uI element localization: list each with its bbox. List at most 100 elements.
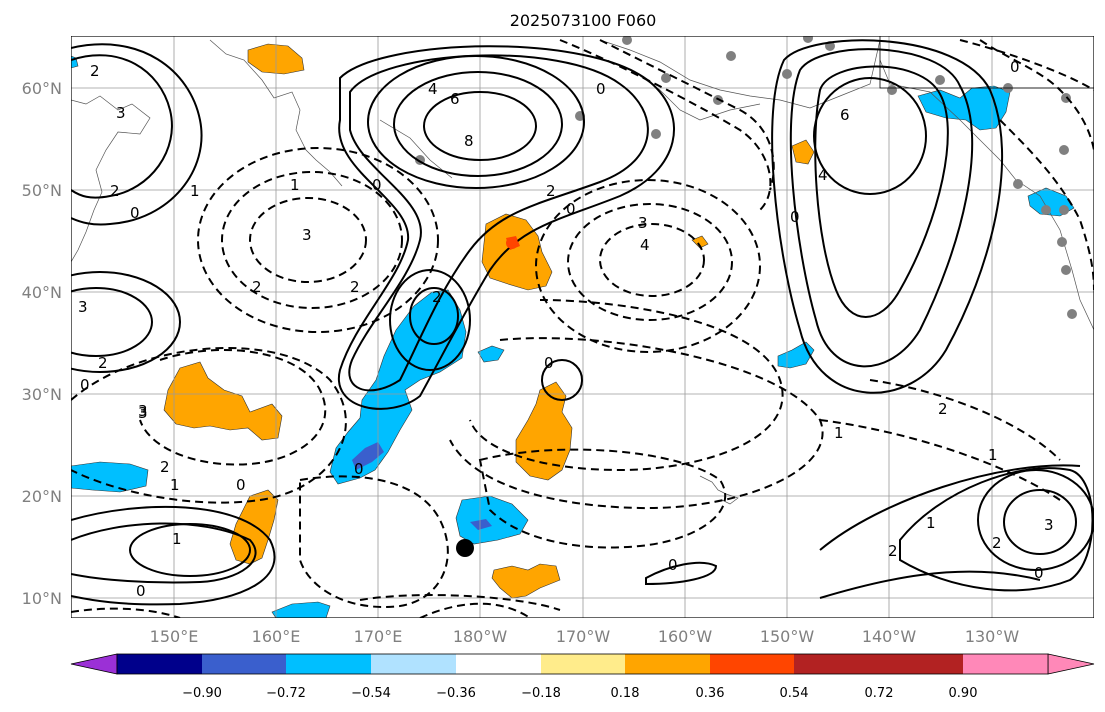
lat-label-60n: 60°N (22, 79, 62, 98)
contour-label: 2 (252, 278, 262, 296)
lat-label-10n: 10°N (22, 589, 62, 608)
blue-area-small-1 (477, 345, 505, 363)
orange-area-north-central (481, 213, 553, 291)
colorbar-segment (879, 654, 963, 674)
orange-area-tiny (691, 235, 709, 249)
dashed-contours (71, 39, 1094, 618)
contour-labels: 2 3 2 1 0 4 6 8 0 2 0 3 1 0 3 2 2 2 3 4 … (78, 58, 1054, 600)
lon-label-150w: 150°W (760, 627, 815, 646)
contour-label: 1 (926, 514, 936, 532)
contour-label: 2 (350, 278, 360, 296)
lon-label-160e: 160°E (252, 627, 301, 646)
blue-area-west-edge (71, 461, 149, 493)
colorbar-tick-label: 0.54 (780, 686, 809, 701)
positive-shading (163, 43, 815, 599)
lat-label-50n: 50°N (22, 181, 62, 200)
contour-label: 2 (432, 288, 442, 306)
colorbar-arrow-right (1047, 653, 1095, 675)
contour-label: 1 (290, 176, 300, 194)
colorbar-segment (541, 654, 625, 674)
contour-label: 3 (1044, 516, 1054, 534)
contour-label: 1 (988, 446, 998, 464)
contour-label: 2 (110, 182, 120, 200)
storm-center-marker (506, 237, 518, 249)
colorbar-segment (117, 654, 202, 674)
lon-label-140w: 140°W (862, 627, 917, 646)
lon-label-160w: 160°W (658, 627, 713, 646)
orange-area-gulf (791, 139, 815, 165)
contour-label: 8 (464, 132, 474, 150)
contour-label: 1 (834, 424, 844, 442)
contour-label: 4 (640, 236, 650, 254)
contour-label: 2 (546, 182, 556, 200)
orange-area-south (491, 563, 561, 599)
contour-label: 2 (992, 534, 1002, 552)
colorbar-segment (202, 654, 286, 674)
contour-label: 0 (130, 204, 140, 222)
blue-area-hawaii-west (455, 495, 529, 545)
colorbar-segment (371, 654, 456, 674)
colorbar-segment (625, 654, 710, 674)
longitude-labels: 150°E 160°E 170°E 180°W 170°W 160°W 150°… (150, 627, 1020, 646)
lat-label-20n: 20°N (22, 487, 62, 506)
contour-label: 0 (1010, 58, 1020, 76)
contour-label: 2 (90, 62, 100, 80)
contour-label: 1 (190, 182, 200, 200)
colorbar-segment (963, 654, 1048, 674)
colorbar-tick-label: −0.90 (182, 686, 222, 701)
colorbar-tick-label: 0.36 (696, 686, 725, 701)
contour-label: 0 (596, 80, 606, 98)
colorbar-tick-label: −0.54 (351, 686, 391, 701)
colorbar-segment (794, 654, 879, 674)
contour-label: 6 (840, 106, 850, 124)
contour-label: 3 (78, 298, 88, 316)
lon-label-150e: 150°E (150, 627, 199, 646)
contour-label: 0 (136, 582, 146, 600)
blue-area-bottom (271, 601, 331, 618)
contour-label: 2 (160, 458, 170, 476)
contour-label: 0 (354, 460, 364, 478)
blue-area-central (329, 289, 467, 485)
lon-label-130w: 130°W (965, 627, 1020, 646)
solid-contours (71, 39, 1094, 606)
lat-label-30n: 30°N (22, 385, 62, 404)
latitude-labels: 60°N 50°N 40°N 30°N 20°N 10°N (22, 79, 62, 608)
plot-area: 2 3 2 1 0 4 6 8 0 2 0 3 1 0 3 2 2 2 3 4 … (71, 36, 1094, 618)
lat-label-40n: 40°N (22, 283, 62, 302)
colorbar-segment (710, 654, 794, 674)
contour-label: 0 (372, 176, 382, 194)
colorbar-tick-label: 0.72 (865, 686, 894, 701)
blue-area-deep (352, 442, 384, 470)
typhoon-position-marker (456, 539, 474, 557)
lon-label-170e: 170°E (354, 627, 403, 646)
contour-label: 6 (450, 90, 460, 108)
map-title: 2025073100 F060 (510, 11, 657, 30)
contour-label: 0 (236, 476, 246, 494)
contour-label: 0 (790, 208, 800, 226)
contour-label: 3 (138, 404, 148, 422)
contour-label: 0 (80, 376, 90, 394)
contour-label: 0 (544, 354, 554, 372)
contour-label: 2 (888, 542, 898, 560)
colorbar: −0.90 −0.72 −0.54 −0.36 −0.18 0.18 0.36 … (70, 653, 1095, 701)
lon-label-170w: 170°W (556, 627, 611, 646)
contour-label: 1 (172, 530, 182, 548)
colorbar-tick-label: −0.36 (436, 686, 476, 701)
contour-label: 0 (668, 556, 678, 574)
colorbar-arrow-left (70, 653, 118, 675)
contour-label: 0 (566, 200, 576, 218)
colorbar-tick-label: −0.72 (266, 686, 306, 701)
contour-label: 3 (116, 104, 126, 122)
blue-area-hawaii-west-deep (470, 519, 492, 530)
colorbar-segment (286, 654, 371, 674)
contour-label: 4 (818, 166, 828, 184)
lon-label-180w: 180°W (453, 627, 508, 646)
contour-label: 2 (938, 400, 948, 418)
contour-label: 2 (98, 354, 108, 372)
orange-area-central (515, 381, 573, 481)
contour-label: 4 (428, 80, 438, 98)
contour-label: 3 (138, 402, 148, 420)
contour-label: 3 (638, 214, 648, 232)
colorbar-tick-label: 0.18 (611, 686, 640, 701)
